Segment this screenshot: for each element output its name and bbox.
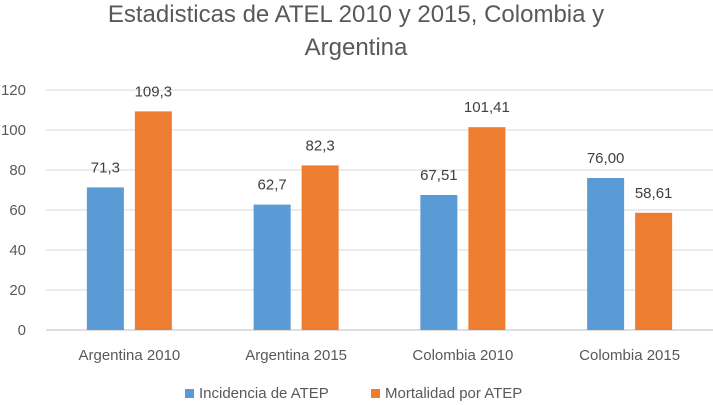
data-label: 62,7 xyxy=(258,177,287,194)
x-tick-label: Argentina 2015 xyxy=(245,347,347,364)
legend: Incidencia de ATEP Mortalidad por ATEP xyxy=(185,385,522,402)
bar-mortalidad xyxy=(134,111,172,331)
data-label: 71,3 xyxy=(91,159,120,176)
bars xyxy=(86,111,673,331)
x-tick-label: Colombia 2010 xyxy=(412,347,513,364)
bar-mortalidad xyxy=(301,165,339,330)
data-label: 67,51 xyxy=(420,167,458,184)
bar-mortalidad xyxy=(635,212,673,330)
legend-label: Mortalidad por ATEP xyxy=(385,385,522,402)
x-axis-ticks: Argentina 2010 Argentina 2015 Colombia 201… xyxy=(79,347,681,364)
data-label: 82,3 xyxy=(306,137,335,154)
y-tick-label: 60 xyxy=(9,202,26,219)
chart-title-line-1: Estadisticas de ATEL 2010 y 2015, Colomb… xyxy=(108,1,604,28)
y-tick-label: 120 xyxy=(1,82,26,99)
chart-title-line-2: Argentina xyxy=(305,34,408,61)
data-labels: 71,3 109,3 62,7 82,3 67,51 101,41 76,00 58,61 xyxy=(91,83,673,201)
data-label: 76,00 xyxy=(587,150,625,167)
bar-mortalidad xyxy=(468,127,506,331)
data-label: 58,61 xyxy=(635,185,673,202)
y-axis-ticks: 0 20 40 60 80 100 120 xyxy=(1,82,26,339)
y-tick-label: 20 xyxy=(9,282,26,299)
data-label: 101,41 xyxy=(464,99,510,116)
x-tick-label: Argentina 2010 xyxy=(79,347,181,364)
bar-incidencia xyxy=(587,178,625,330)
y-tick-label: 40 xyxy=(9,242,26,259)
bar-incidencia xyxy=(420,194,458,330)
y-tick-label: 0 xyxy=(18,322,26,339)
y-tick-label: 80 xyxy=(9,162,26,179)
x-tick-label: Colombia 2015 xyxy=(579,347,680,364)
y-tick-label: 100 xyxy=(1,122,26,139)
bar-incidencia xyxy=(253,204,291,330)
legend-swatch xyxy=(371,389,380,398)
bar-incidencia xyxy=(86,187,124,330)
legend-label: Incidencia de ATEP xyxy=(199,385,329,402)
legend-swatch xyxy=(185,389,194,398)
data-label: 109,3 xyxy=(135,83,173,100)
